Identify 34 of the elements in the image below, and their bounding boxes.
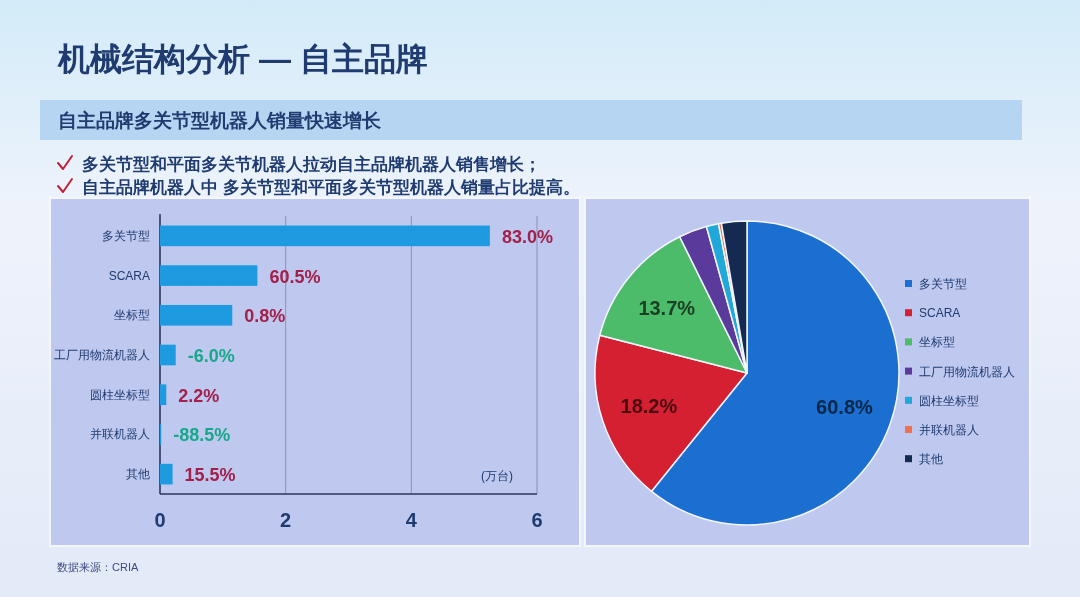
legend-label: 圆柱坐标型 — [919, 393, 979, 408]
annotation: 0.8% — [244, 306, 286, 327]
data-label: 18.2% — [620, 394, 678, 417]
y-tick-label: 工厂用物流机器人 — [54, 348, 150, 362]
annotation: 83.0% — [501, 226, 553, 247]
data-label: 13.7% — [638, 296, 696, 319]
annotation: 60.5% — [269, 266, 321, 287]
legend-label: 坐标型 — [919, 335, 955, 350]
legend-label: 其他 — [919, 452, 943, 467]
text: 多关节型和平面多关节机器人拉动自主品牌机器人销售增长； — [82, 155, 541, 174]
legend-label: 并联机器人 — [919, 423, 979, 437]
x-axis-title: (万台) — [481, 469, 513, 483]
source-note: 数据来源：CRIA — [57, 561, 139, 573]
text: 自主品牌机器人中 多关节型和平面多关节型机器人销量占比提高。 — [82, 178, 580, 197]
y-tick-label: 坐标型 — [114, 308, 150, 323]
x-tick-label: 2 — [280, 509, 292, 531]
legend-label: 工厂用物流机器人 — [919, 364, 1015, 379]
x-tick-label: 0 — [154, 509, 166, 531]
chart-title: 机械结构分析 — 自主品牌 — [57, 41, 428, 77]
annotation: 2.2% — [178, 385, 220, 406]
legend-label: SCARA — [919, 306, 961, 321]
y-tick-label: 并联机器人 — [90, 427, 150, 442]
y-tick-label: 多关节型 — [102, 228, 150, 243]
x-tick-label: 6 — [531, 509, 543, 531]
annotation: 15.5% — [184, 465, 236, 486]
x-tick-label: 4 — [405, 509, 418, 531]
data-label: 60.8% — [816, 396, 874, 419]
chart-subtitle: 自主品牌多关节型机器人销量快速增长 — [58, 110, 382, 131]
legend-label: 多关节型 — [919, 277, 967, 291]
y-tick-label: SCARA — [108, 268, 150, 283]
y-tick-label: 圆柱坐标型 — [90, 387, 150, 402]
y-tick-label: 其他 — [126, 467, 150, 482]
annotation: -6.0% — [187, 346, 235, 366]
annotation: -88.5% — [173, 425, 231, 446]
